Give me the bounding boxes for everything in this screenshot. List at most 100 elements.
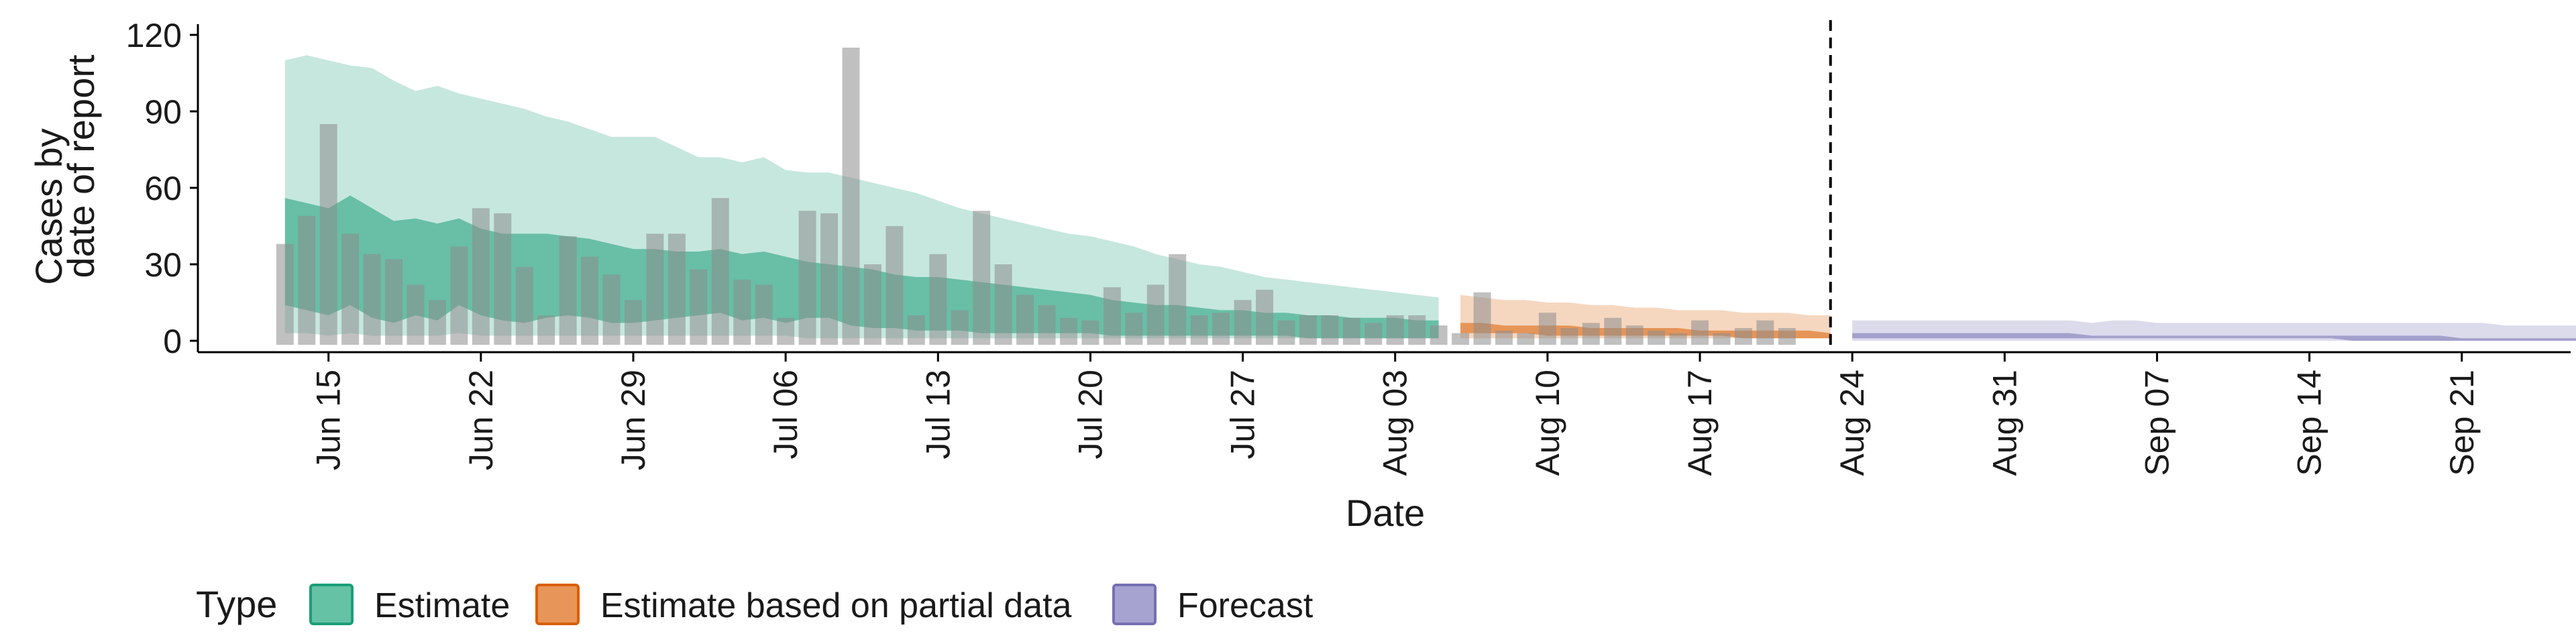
case-bar: [581, 256, 599, 345]
x-tick-label: Sep 21: [2443, 370, 2481, 476]
case-bar: [885, 226, 904, 345]
case-bar: [602, 274, 621, 345]
plot-panel: [276, 20, 2576, 352]
case-bar: [1342, 317, 1360, 345]
y-axis-title-line1: Cases by: [28, 128, 70, 284]
case-bar: [515, 266, 533, 345]
y-tick-label: 30: [144, 246, 182, 284]
case-bar: [407, 284, 425, 345]
case-bar: [1364, 323, 1383, 345]
x-tick-label: Sep 14: [2291, 370, 2328, 476]
credible-interval-bands: [284, 55, 2576, 341]
legend-key-estimate: [309, 584, 354, 625]
case-bar: [1517, 333, 1535, 345]
case-bar: [1560, 328, 1578, 345]
x-tick-label: Jun 22: [462, 370, 500, 470]
case-bar: [625, 300, 642, 345]
case-bar: [1212, 313, 1230, 345]
legend-label-partial: Estimate based on partial data: [600, 586, 1072, 625]
x-tick-label: Aug 10: [1529, 370, 1566, 476]
legend-key-partial: [535, 584, 580, 625]
case-bar: [1734, 328, 1752, 345]
case-bar: [667, 233, 686, 345]
case-bar: [1190, 315, 1208, 345]
case-bar: [1277, 320, 1295, 345]
case-bar: [863, 264, 881, 345]
case-bar: [1778, 328, 1796, 345]
case-bar: [363, 254, 381, 345]
case-bar: [1625, 325, 1644, 345]
y-axis: 0 30 60 90 120 Cases by date of report: [28, 17, 199, 360]
case-bar: [472, 208, 490, 345]
case-bar: [1430, 325, 1448, 345]
case-bar: [646, 233, 664, 345]
x-tick-label: Jun 15: [310, 370, 347, 470]
y-axis-title-line2: date of report: [60, 54, 102, 278]
case-bar: [450, 246, 468, 345]
legend-label-forecast: Forecast: [1177, 586, 1313, 625]
case-bar: [1299, 315, 1317, 345]
case-bar: [1582, 323, 1600, 345]
case-bar: [994, 264, 1012, 345]
case-bar: [319, 124, 337, 345]
x-tick-label: Jun 29: [614, 370, 652, 470]
case-bar: [341, 233, 360, 345]
case-bar: [733, 279, 751, 345]
x-axis-title: Date: [1346, 492, 1425, 534]
forecast-band-50: [1852, 333, 2576, 341]
case-bar: [537, 315, 555, 345]
case-bar: [842, 48, 860, 345]
case-bar: [1321, 315, 1339, 345]
case-bar: [711, 198, 729, 345]
reported-case-bars: [276, 48, 1796, 345]
case-bar: [494, 213, 512, 345]
case-bar: [755, 284, 773, 345]
case-bar: [1169, 254, 1187, 345]
case-bar: [1081, 320, 1099, 345]
y-tick-label: 120: [126, 17, 182, 54]
case-bar: [385, 259, 403, 345]
legend: Type Estimate Estimate based on partial …: [196, 583, 1313, 625]
case-bar: [1452, 333, 1470, 345]
x-tick-label: Aug 31: [1986, 370, 2023, 476]
case-bar: [1669, 333, 1687, 345]
case-bar: [1016, 294, 1034, 345]
case-bar: [1060, 317, 1077, 345]
case-bar: [1256, 290, 1274, 345]
x-tick-label: Jul 06: [767, 370, 804, 459]
x-tick-label: Jul 13: [919, 370, 957, 459]
case-bar: [1125, 313, 1143, 345]
case-bar: [1648, 330, 1666, 345]
case-bar: [1713, 333, 1731, 345]
x-tick-label: Jul 20: [1071, 370, 1109, 459]
case-bar: [1103, 287, 1121, 345]
x-tick-label: Aug 24: [1833, 370, 1871, 476]
y-tick-label: 60: [144, 170, 182, 207]
legend-title: Type: [196, 583, 277, 625]
case-bar: [1495, 330, 1513, 345]
case-bar: [777, 317, 795, 345]
x-tick-label: Aug 03: [1377, 370, 1414, 476]
x-tick-label: Aug 17: [1681, 370, 1719, 476]
case-bar: [1538, 313, 1556, 345]
case-bar: [1408, 315, 1426, 345]
case-bar: [1234, 300, 1252, 345]
legend-label-estimate: Estimate: [374, 586, 510, 625]
case-bar: [907, 315, 925, 345]
case-bar: [820, 213, 839, 345]
case-bar: [1691, 320, 1709, 345]
x-axis: Jun 15 Jun 22 Jun 29 Jul 06 Jul 13 Jul 20 Jul …: [198, 351, 2571, 534]
case-bar: [298, 215, 316, 345]
case-bar: [1146, 284, 1165, 345]
case-bar: [1386, 315, 1404, 345]
case-bar: [1473, 292, 1491, 345]
case-bar: [690, 269, 708, 345]
case-bar: [1038, 305, 1056, 345]
case-bar: [929, 254, 947, 345]
legend-key-forecast: [1112, 584, 1157, 625]
case-bar: [951, 310, 969, 345]
case-bar: [798, 211, 816, 345]
x-tick-label: Sep 07: [2138, 370, 2176, 476]
case-bar: [559, 236, 577, 345]
